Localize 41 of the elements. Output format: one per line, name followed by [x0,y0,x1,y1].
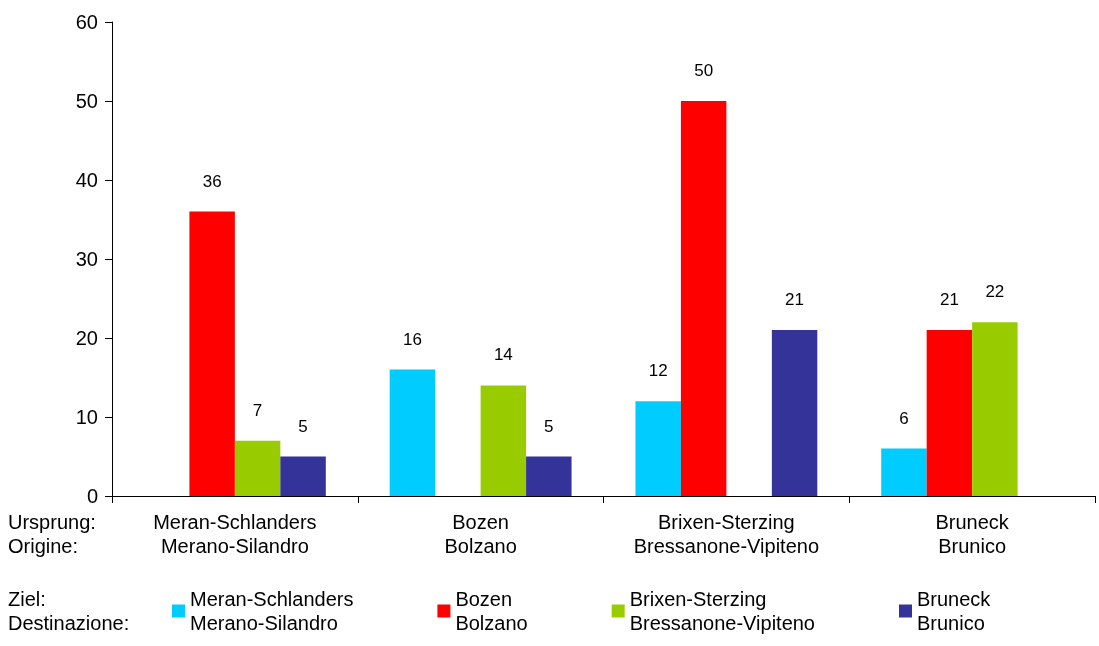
data-label: 36 [202,171,222,191]
y-tick-label: 30 [75,248,98,270]
data-label: 12 [648,361,668,381]
x-tick-label: Brixen-Sterzing Bressanone-Vipiteno [633,511,820,557]
legend-label: Meran-Schlanders Merano-Silandro [190,588,354,634]
y-tick-label: 60 [75,11,98,33]
bar [389,369,436,496]
bar [680,101,727,496]
data-label: 16 [402,329,422,349]
data-label: 50 [694,61,714,80]
x-tick-label: Bozen Bolzano [444,511,517,557]
data-label: 5 [298,416,308,436]
data-label: 14 [493,345,513,365]
bar [526,456,572,496]
bar [926,330,973,496]
data-label: 22 [985,282,1005,302]
bar [972,322,1018,496]
data-label: 6 [899,408,909,428]
x-tick-label: Bruneck Brunico [935,511,1010,557]
data-label: 7 [252,400,263,420]
legend-label: Bozen Bolzano [455,588,528,634]
x-axis-title: Ursprung: Origine: [8,511,96,557]
y-tick-label: 0 [86,485,98,507]
data-label: 21 [939,290,959,310]
legend-label: Bruneck Brunico [917,588,992,634]
x-tick-label: Meran-Schlanders Merano-Silandro [153,511,317,557]
legend-title: Ziel: Destinazione: [8,588,130,634]
legend-label: Brixen-Sterzing Bressanone-Vipiteno [629,588,815,634]
bar [189,211,235,496]
bar [881,448,927,496]
bar [280,456,326,496]
bar [234,440,281,496]
data-label: 21 [785,290,805,310]
bar [771,330,818,496]
y-tick-label: 40 [75,169,98,191]
data-label: 5 [544,416,554,436]
y-tick-label: 10 [75,406,98,428]
y-tick-label: 50 [75,90,98,112]
bar [635,401,681,496]
y-tick-label: 20 [75,327,98,349]
bar [480,385,527,496]
